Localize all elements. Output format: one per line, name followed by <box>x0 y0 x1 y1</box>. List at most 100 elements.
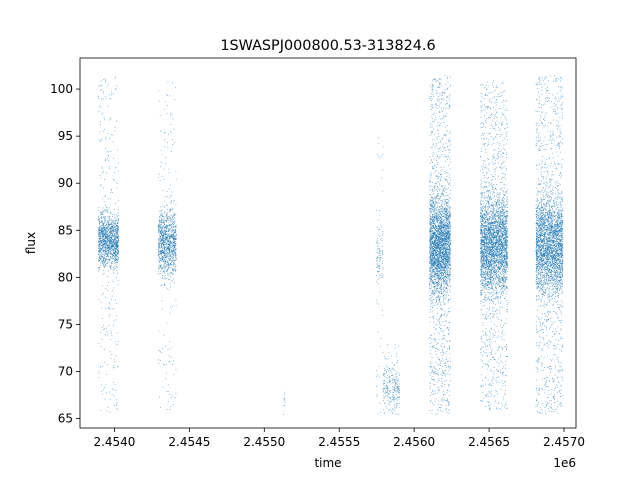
data-point <box>168 267 170 268</box>
data-point <box>440 252 442 254</box>
data-point <box>448 271 450 273</box>
data-point <box>103 230 105 232</box>
data-point <box>430 258 432 260</box>
data-point <box>163 225 164 227</box>
data-point <box>433 240 435 242</box>
data-point <box>430 303 432 305</box>
data-point <box>104 239 106 241</box>
data-point <box>168 239 170 241</box>
data-point <box>441 258 443 260</box>
data-point <box>440 241 442 242</box>
data-point <box>441 211 443 212</box>
data-point <box>110 151 112 152</box>
data-point <box>116 235 117 237</box>
data-point <box>431 261 433 263</box>
data-point <box>438 250 440 252</box>
data-point <box>102 227 104 229</box>
data-point <box>382 309 383 311</box>
data-point <box>448 267 450 269</box>
data-point <box>164 219 166 221</box>
data-point <box>166 253 168 254</box>
data-point <box>174 251 176 253</box>
data-point <box>172 118 174 120</box>
data-point <box>431 274 433 276</box>
data-point <box>173 221 175 223</box>
data-point <box>100 106 102 108</box>
data-point <box>170 214 171 216</box>
data-point <box>162 223 164 225</box>
data-point <box>449 230 451 232</box>
data-point <box>102 223 104 224</box>
data-point <box>450 253 451 255</box>
data-point <box>442 295 444 297</box>
data-point <box>447 219 449 221</box>
data-point <box>111 248 113 250</box>
data-point <box>173 234 174 235</box>
data-point <box>114 230 116 232</box>
data-point <box>389 377 390 378</box>
data-point <box>444 248 446 249</box>
data-point <box>381 226 383 228</box>
data-point <box>379 265 381 267</box>
data-point <box>166 229 167 231</box>
data-point <box>169 225 170 227</box>
data-point <box>168 230 170 231</box>
data-point <box>98 246 100 248</box>
data-point <box>433 275 435 277</box>
data-point <box>443 257 445 259</box>
data-point <box>116 237 118 239</box>
data-point <box>378 257 380 258</box>
data-point <box>440 238 441 240</box>
data-point <box>159 351 161 353</box>
data-point <box>429 209 431 211</box>
data-point <box>164 259 165 261</box>
data-point <box>108 151 110 153</box>
data-point <box>161 228 163 229</box>
data-point <box>161 257 162 259</box>
data-point <box>117 253 119 255</box>
data-point <box>378 303 380 305</box>
data-point <box>447 278 448 279</box>
data-point <box>438 236 440 238</box>
data-point <box>168 263 169 264</box>
data-point <box>440 264 442 266</box>
data-point <box>116 226 118 227</box>
data-point <box>389 404 391 406</box>
data-point <box>429 277 431 278</box>
data-point <box>108 241 110 243</box>
data-point <box>169 312 171 314</box>
data-point <box>439 265 441 267</box>
data-point <box>434 293 435 294</box>
data-point <box>98 229 99 230</box>
data-point <box>438 240 440 241</box>
data-point <box>429 277 431 279</box>
data-point <box>436 257 438 259</box>
data-point <box>112 240 114 242</box>
data-point <box>169 247 171 249</box>
data-point <box>117 247 119 249</box>
data-point <box>170 132 172 134</box>
data-point <box>437 269 439 271</box>
data-point <box>162 232 164 234</box>
data-point <box>432 236 434 238</box>
data-point <box>115 251 117 253</box>
data-point <box>105 250 106 252</box>
data-point <box>434 267 436 269</box>
data-point <box>101 294 103 296</box>
data-point <box>387 375 389 376</box>
data-point <box>446 214 447 215</box>
data-point <box>429 194 431 196</box>
data-point <box>167 81 169 83</box>
data-point <box>172 144 174 145</box>
data-point <box>168 258 169 259</box>
data-point <box>390 400 392 402</box>
data-point <box>164 223 166 225</box>
data-point <box>171 235 173 237</box>
data-point <box>173 262 174 263</box>
data-point <box>173 261 175 262</box>
data-point <box>438 241 440 243</box>
data-point <box>104 228 106 230</box>
data-point <box>105 242 107 243</box>
data-point <box>431 246 432 248</box>
data-point <box>443 225 445 227</box>
